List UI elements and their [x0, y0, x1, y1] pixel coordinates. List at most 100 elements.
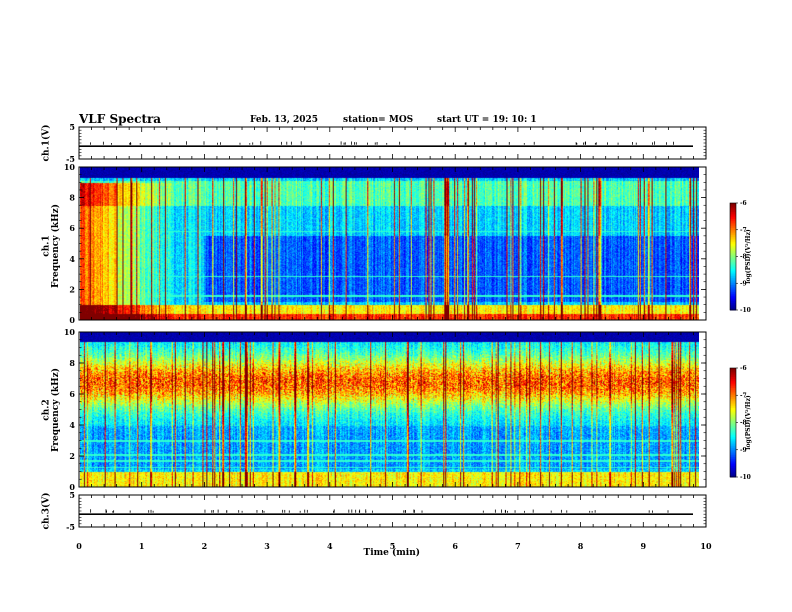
colorbar-cell: [730, 240, 736, 243]
colorbar-cell: [730, 400, 736, 404]
ch1-spectrogram-channel-label: ch.1: [41, 235, 52, 257]
colorbar-cell: [730, 258, 736, 261]
colorbar-cell: [730, 285, 736, 288]
colorbar-cell: [730, 220, 736, 224]
colorbar-cell: [730, 215, 736, 218]
colorbar-cell: [730, 299, 736, 302]
colorbar-cell: [730, 458, 736, 462]
colorbar-cell: [730, 462, 736, 465]
colorbar-cell: [730, 286, 736, 290]
colorbar-cell: [730, 206, 736, 209]
colorbar-cell: [730, 387, 736, 391]
colorbar-cell: [730, 210, 736, 213]
colorbar-cell: [730, 297, 736, 300]
colorbar-cell: [730, 437, 736, 440]
colorbar-cell: [730, 402, 736, 405]
colorbar-cell: [730, 442, 736, 445]
colorbar-cell: [730, 254, 736, 257]
colorbar-cell: [730, 245, 736, 249]
colorbar-cell: [730, 453, 736, 456]
colorbar-cell: [730, 222, 736, 225]
y-tick-label: 2: [69, 451, 75, 461]
colorbar-cell: [730, 407, 736, 411]
colorbar-cell: [730, 377, 736, 380]
colorbar-cell: [730, 290, 736, 293]
colorbar-cell: [730, 301, 736, 304]
colorbar-cell: [730, 395, 736, 398]
colorbar-cell: [730, 415, 736, 418]
colorbar-cell: [730, 422, 736, 425]
colorbar-cell: [730, 249, 736, 252]
x-tick-label: 0: [76, 541, 82, 551]
colorbar-cell: [730, 288, 736, 291]
colorbar-cell: [730, 283, 736, 286]
colorbar-cell: [730, 373, 736, 376]
x-tick-label: 3: [264, 541, 270, 551]
colorbar-cell: [730, 397, 736, 400]
colorbar-cell: [730, 447, 736, 451]
colorbar-cell: [730, 371, 736, 374]
colorbar-cell: [730, 256, 736, 259]
date-label: Feb. 13, 2025: [250, 115, 319, 125]
colorbar-cell: [730, 404, 736, 407]
colorbar-cell: [730, 446, 736, 449]
y-tick-label: 10: [64, 162, 76, 172]
colorbar-cell: [730, 393, 736, 396]
x-tick-label: 10: [700, 541, 712, 551]
colorbar-cell: [730, 375, 736, 378]
x-tick-label: 1: [139, 541, 145, 551]
colorbar-cell: [730, 471, 736, 474]
colorbar-tick-label: -6: [740, 200, 747, 207]
colorbar-cell: [730, 424, 736, 427]
colorbar-cell: [730, 464, 736, 467]
colorbar-cell: [730, 268, 736, 272]
colorbar-cell: [730, 203, 736, 206]
colorbar-cell: [730, 213, 736, 216]
colorbar-cell: [730, 302, 736, 306]
colorbar-cell: [730, 238, 736, 241]
y-tick-label: 2: [69, 284, 75, 294]
colorbar-tick-label: -9: [740, 447, 747, 454]
colorbar-cell: [730, 235, 736, 238]
y-tick-label: 6: [69, 389, 75, 399]
x-tick-label: 7: [515, 541, 521, 551]
y-tick-label: 10: [64, 327, 76, 337]
colorbar-cell: [730, 378, 736, 382]
colorbar-cell: [730, 247, 736, 250]
colorbar-cell: [730, 231, 736, 234]
colorbar-cell: [730, 426, 736, 429]
x-tick-label: 8: [578, 541, 584, 551]
ch1-spectrogram-ylabel: Frequency (kHz): [51, 203, 62, 289]
colorbar-cell: [730, 295, 736, 299]
colorbar-cell: [730, 429, 736, 433]
colorbar-tick-label: -7: [740, 227, 747, 234]
colorbar-tick-label: -6: [740, 365, 747, 372]
colorbar-tick-label: -9: [740, 280, 747, 287]
colorbar-tick-label: -8: [740, 254, 747, 261]
colorbar-cell: [730, 427, 736, 431]
colorbar-cell: [730, 261, 736, 265]
ch1-spectrogram-image: [80, 167, 699, 320]
figure-title: VLF Spectra: [79, 112, 162, 126]
colorbar-cell: [730, 435, 736, 438]
colorbar-cell: [730, 233, 736, 236]
colorbar-cell: [730, 369, 736, 373]
colorbar-cell: [730, 277, 736, 281]
start-time-label: start UT = 19: 10: 1: [437, 115, 537, 125]
colorbar-cell: [730, 267, 736, 270]
colorbar-cell: [730, 431, 736, 434]
ch1-voltage-ylabel: ch.1(V): [40, 124, 51, 162]
colorbar-cell: [730, 406, 736, 409]
colorbar-cell: [730, 260, 736, 263]
y-tick-label: 5: [69, 490, 75, 500]
colorbar-cell: [730, 229, 736, 233]
x-axis-label: Time (min): [363, 548, 421, 558]
colorbar-cell: [730, 263, 736, 266]
colorbar-cell: [730, 466, 736, 469]
colorbar-cell: [730, 398, 736, 402]
colorbar-cell: [730, 449, 736, 453]
no-data-strip: [699, 332, 706, 487]
colorbar-cell: [730, 252, 736, 256]
colorbar-cell: [730, 469, 736, 473]
y-tick-label: 4: [69, 254, 75, 264]
